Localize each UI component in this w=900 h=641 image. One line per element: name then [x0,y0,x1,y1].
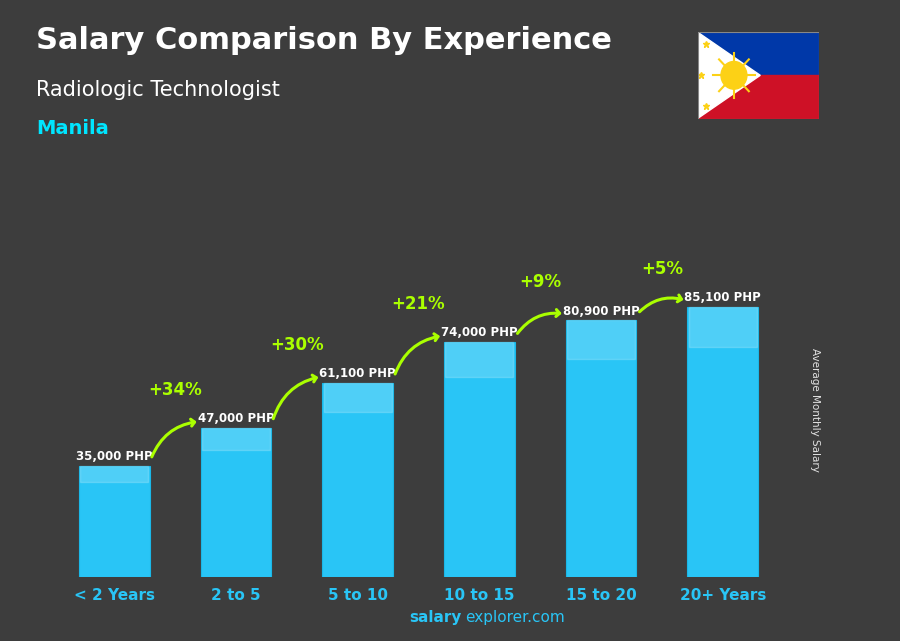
Polygon shape [698,32,760,119]
Text: 74,000 PHP: 74,000 PHP [441,326,518,340]
Text: Manila: Manila [36,119,109,138]
Text: 47,000 PHP: 47,000 PHP [198,412,274,425]
Bar [698,32,819,76]
Text: 85,100 PHP: 85,100 PHP [684,291,761,304]
Bar [201,428,271,577]
Bar [698,76,819,119]
Text: Average Monthly Salary: Average Monthly Salary [809,348,820,472]
Bar [444,342,515,577]
Text: +34%: +34% [148,381,202,399]
Bar [79,466,149,577]
Text: +5%: +5% [641,260,683,278]
Text: salary: salary [410,610,462,625]
Text: +9%: +9% [519,273,562,291]
Text: Salary Comparison By Experience: Salary Comparison By Experience [36,26,612,54]
Text: +21%: +21% [392,295,446,313]
Text: explorer.com: explorer.com [465,610,565,625]
Text: Radiologic Technologist: Radiologic Technologist [36,80,280,100]
Bar [322,383,393,577]
Bar [566,320,636,577]
Bar [688,307,758,577]
Circle shape [721,62,747,89]
Text: 35,000 PHP: 35,000 PHP [76,450,153,463]
Text: 61,100 PHP: 61,100 PHP [320,367,396,380]
Text: +30%: +30% [270,336,324,354]
Text: 80,900 PHP: 80,900 PHP [562,304,639,317]
